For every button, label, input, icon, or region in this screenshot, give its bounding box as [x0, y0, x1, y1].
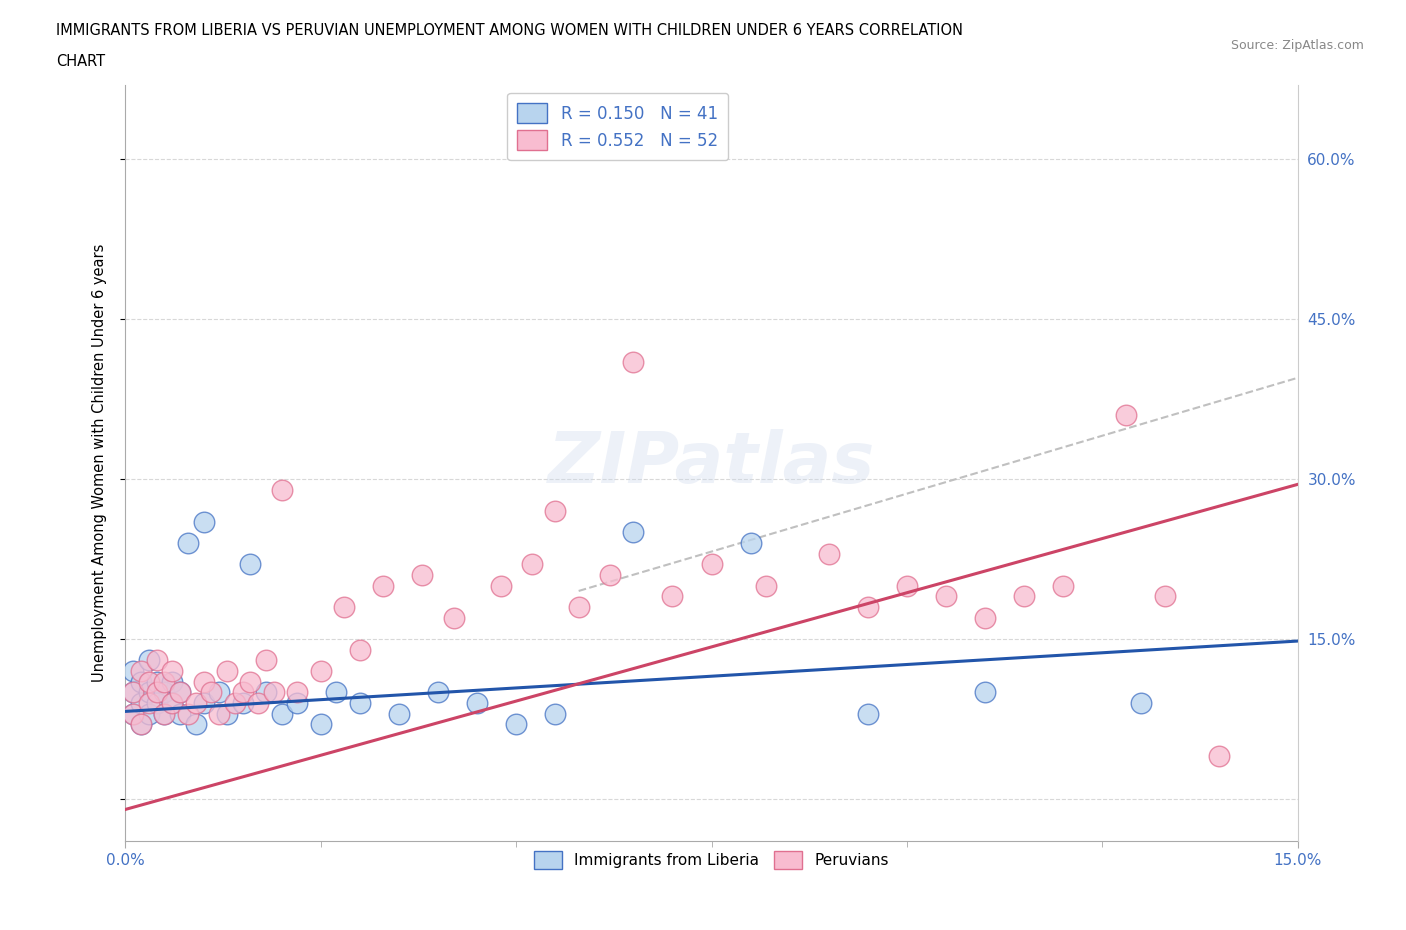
- Point: [568, 600, 591, 615]
- Point: [177, 536, 200, 551]
- Point: [153, 706, 176, 721]
- Point: [974, 610, 997, 625]
- Point: [489, 578, 512, 593]
- Point: [755, 578, 778, 593]
- Point: [153, 706, 176, 721]
- Point: [817, 546, 839, 561]
- Point: [129, 717, 152, 732]
- Point: [349, 696, 371, 711]
- Point: [1052, 578, 1074, 593]
- Point: [122, 706, 145, 721]
- Point: [193, 696, 215, 711]
- Text: CHART: CHART: [56, 54, 105, 69]
- Point: [285, 696, 308, 711]
- Point: [184, 696, 207, 711]
- Point: [129, 674, 152, 689]
- Point: [138, 653, 160, 668]
- Point: [200, 684, 222, 699]
- Point: [505, 717, 527, 732]
- Point: [309, 717, 332, 732]
- Point: [270, 706, 292, 721]
- Point: [193, 514, 215, 529]
- Point: [239, 674, 262, 689]
- Point: [247, 696, 270, 711]
- Point: [388, 706, 411, 721]
- Point: [239, 557, 262, 572]
- Point: [856, 600, 879, 615]
- Point: [333, 600, 356, 615]
- Point: [129, 696, 152, 711]
- Point: [224, 696, 246, 711]
- Point: [411, 567, 433, 582]
- Point: [285, 684, 308, 699]
- Point: [162, 674, 184, 689]
- Point: [621, 354, 644, 369]
- Point: [443, 610, 465, 625]
- Point: [162, 663, 184, 678]
- Point: [138, 706, 160, 721]
- Point: [1012, 589, 1035, 604]
- Point: [520, 557, 543, 572]
- Point: [122, 663, 145, 678]
- Y-axis label: Unemployment Among Women with Children Under 6 years: Unemployment Among Women with Children U…: [93, 244, 107, 683]
- Point: [309, 663, 332, 678]
- Point: [208, 684, 231, 699]
- Point: [122, 684, 145, 699]
- Point: [153, 684, 176, 699]
- Text: IMMIGRANTS FROM LIBERIA VS PERUVIAN UNEMPLOYMENT AMONG WOMEN WITH CHILDREN UNDER: IMMIGRANTS FROM LIBERIA VS PERUVIAN UNEM…: [56, 23, 963, 38]
- Point: [193, 674, 215, 689]
- Point: [232, 696, 254, 711]
- Point: [935, 589, 957, 604]
- Point: [184, 717, 207, 732]
- Text: Source: ZipAtlas.com: Source: ZipAtlas.com: [1230, 39, 1364, 52]
- Point: [169, 684, 191, 699]
- Point: [263, 684, 285, 699]
- Point: [700, 557, 723, 572]
- Point: [1208, 749, 1230, 764]
- Point: [856, 706, 879, 721]
- Point: [661, 589, 683, 604]
- Point: [129, 663, 152, 678]
- Point: [349, 642, 371, 657]
- Point: [215, 663, 238, 678]
- Point: [162, 696, 184, 711]
- Point: [974, 684, 997, 699]
- Point: [215, 706, 238, 721]
- Point: [740, 536, 762, 551]
- Point: [1130, 696, 1153, 711]
- Point: [145, 696, 167, 711]
- Point: [138, 674, 160, 689]
- Point: [129, 717, 152, 732]
- Point: [270, 483, 292, 498]
- Point: [145, 674, 167, 689]
- Point: [1153, 589, 1175, 604]
- Legend: Immigrants from Liberia, Peruvians: Immigrants from Liberia, Peruvians: [529, 844, 894, 875]
- Point: [145, 653, 167, 668]
- Point: [145, 684, 167, 699]
- Point: [122, 706, 145, 721]
- Point: [465, 696, 488, 711]
- Point: [138, 696, 160, 711]
- Point: [373, 578, 395, 593]
- Point: [896, 578, 918, 593]
- Point: [162, 696, 184, 711]
- Point: [427, 684, 450, 699]
- Point: [254, 653, 277, 668]
- Point: [1115, 407, 1137, 422]
- Point: [325, 684, 347, 699]
- Point: [177, 706, 200, 721]
- Point: [544, 503, 567, 518]
- Point: [169, 684, 191, 699]
- Point: [544, 706, 567, 721]
- Point: [599, 567, 621, 582]
- Point: [138, 684, 160, 699]
- Point: [169, 706, 191, 721]
- Text: ZIPatlas: ZIPatlas: [548, 429, 875, 498]
- Point: [122, 684, 145, 699]
- Point: [254, 684, 277, 699]
- Point: [208, 706, 231, 721]
- Point: [153, 674, 176, 689]
- Point: [621, 525, 644, 539]
- Point: [232, 684, 254, 699]
